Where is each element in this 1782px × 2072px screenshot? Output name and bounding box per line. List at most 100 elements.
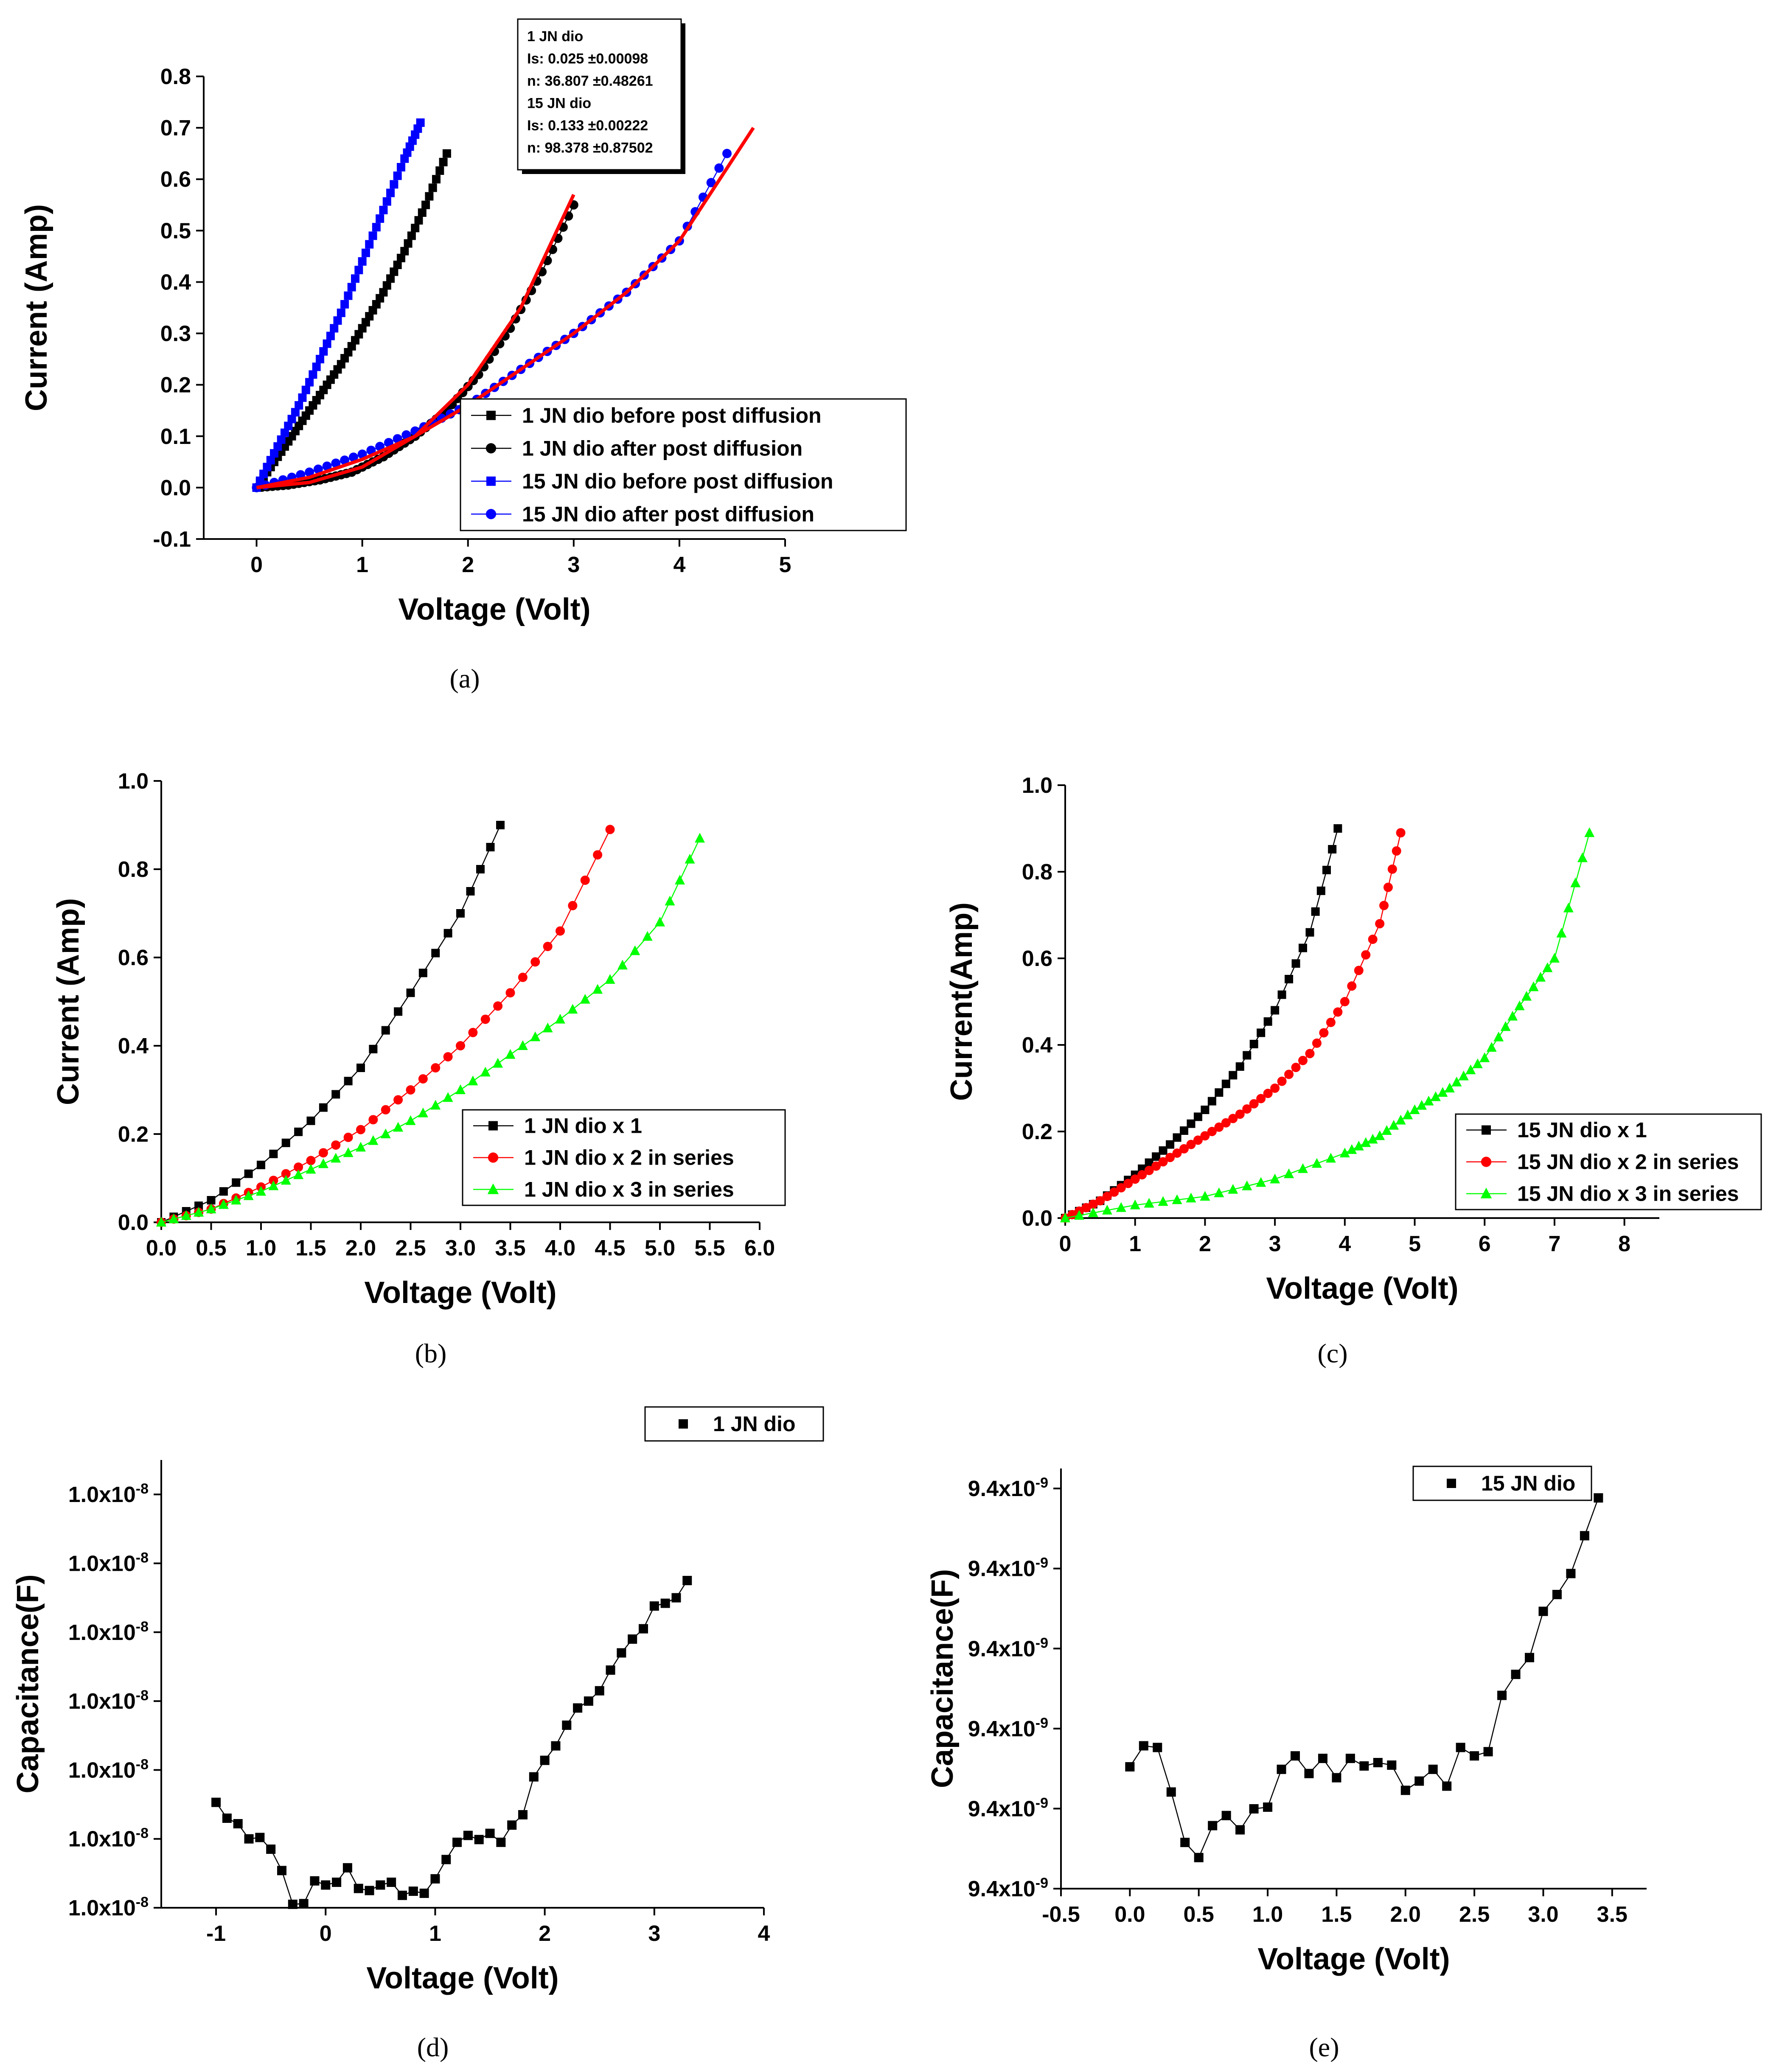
data-point [555, 1014, 565, 1024]
data-point [393, 1122, 404, 1132]
data-point [394, 1007, 403, 1016]
data-point [507, 1820, 517, 1830]
data-point [493, 1001, 503, 1011]
annotation-box [517, 18, 682, 171]
data-point [1414, 1776, 1424, 1786]
data-point [398, 1890, 407, 1900]
data-point [343, 1132, 353, 1142]
x-tick-label: 5.5 [694, 1236, 725, 1261]
data-point [318, 1158, 328, 1168]
data-point [344, 291, 353, 300]
data-point [1194, 1853, 1204, 1862]
data-point [369, 1044, 378, 1053]
data-point [404, 239, 413, 248]
data-point [1257, 1028, 1266, 1037]
data-point [231, 1195, 241, 1204]
data-point [219, 1187, 228, 1196]
data-point [396, 163, 405, 171]
panel-caption: (a) [449, 663, 480, 693]
data-point [1249, 1804, 1259, 1814]
data-point [365, 1886, 374, 1895]
data-point [485, 1828, 495, 1838]
x-tick-label: 3 [567, 553, 580, 577]
data-point [263, 463, 272, 472]
data-point [1304, 1769, 1314, 1778]
data-point [266, 1845, 276, 1854]
data-point [1584, 827, 1595, 837]
data-point [356, 1125, 365, 1134]
x-tick-label: 6.0 [744, 1236, 775, 1261]
data-point [1340, 997, 1350, 1006]
legend-marker [487, 1183, 499, 1194]
x-tick-label: 2 [462, 553, 474, 577]
data-point [1403, 1109, 1413, 1120]
series-1 [1061, 828, 1406, 1223]
data-point [639, 1624, 648, 1634]
data-point [354, 1884, 363, 1893]
series-line [216, 1580, 688, 1905]
data-point [580, 876, 590, 885]
annotation-line: 15 JN dio [527, 95, 591, 112]
data-point [1500, 1021, 1511, 1031]
data-point [518, 972, 528, 982]
data-point [306, 1164, 316, 1174]
data-point [1444, 1083, 1455, 1092]
data-point [1235, 1109, 1245, 1119]
data-point [1172, 1148, 1182, 1158]
legend-label: 15 JN dio x 1 [1517, 1118, 1647, 1142]
y-tick-label: 9.4x10-9 [968, 1555, 1048, 1581]
data-point [1200, 1191, 1210, 1201]
data-point [343, 1147, 354, 1157]
data-point [323, 339, 331, 348]
data-point [1318, 1754, 1327, 1763]
data-point [309, 370, 317, 379]
data-point [406, 1085, 415, 1095]
data-point [1088, 1199, 1098, 1209]
y-tick-label: 1.0x10-8 [68, 1481, 149, 1507]
data-point [332, 1877, 342, 1887]
data-point [284, 421, 293, 430]
data-point [556, 926, 565, 936]
data-point [1125, 1762, 1135, 1772]
series-line [1065, 828, 1339, 1219]
data-point [1060, 1213, 1070, 1222]
data-point [1316, 886, 1325, 895]
data-point [493, 1058, 503, 1068]
data-point [340, 300, 349, 309]
data-point [1451, 1076, 1462, 1087]
data-point [1158, 1196, 1168, 1206]
data-point [1389, 1120, 1399, 1130]
data-point [273, 442, 282, 451]
data-point [1214, 1187, 1224, 1197]
data-point [584, 1696, 593, 1706]
x-tick-label: 3.5 [1597, 1902, 1628, 1927]
data-point [268, 1180, 279, 1190]
y-tick-label: 0.3 [160, 322, 191, 346]
x-tick-label: -1 [206, 1921, 226, 1946]
series-0 [1125, 1493, 1603, 1862]
legend-marker [1481, 1157, 1492, 1167]
legend: 15 JN dio [1412, 1466, 1592, 1501]
data-point [361, 248, 370, 257]
data-point [573, 1703, 583, 1713]
data-point [542, 1022, 553, 1033]
y-tick-label: 9.4x10-9 [968, 1475, 1048, 1501]
series-0 [157, 821, 505, 1227]
x-tick-label: 2 [539, 1921, 551, 1946]
data-point [1594, 1493, 1603, 1503]
y-tick-label: 0.0 [160, 476, 191, 500]
data-point [1166, 1787, 1176, 1797]
data-point [1535, 971, 1546, 982]
data-point [1483, 1747, 1493, 1757]
data-point [1319, 1028, 1329, 1038]
data-point [1291, 959, 1300, 968]
data-point [474, 1835, 484, 1845]
x-axis-label: Voltage (Volt) [366, 1961, 558, 1995]
y-tick-label: 1.0x10-8 [68, 1825, 149, 1852]
data-point [419, 1888, 429, 1898]
x-axis-label: Voltage (Volt) [398, 592, 590, 626]
annotation-line: 1 JN dio [527, 28, 583, 45]
data-point [194, 1207, 204, 1217]
data-point [418, 969, 427, 977]
data-point [1312, 1038, 1322, 1048]
